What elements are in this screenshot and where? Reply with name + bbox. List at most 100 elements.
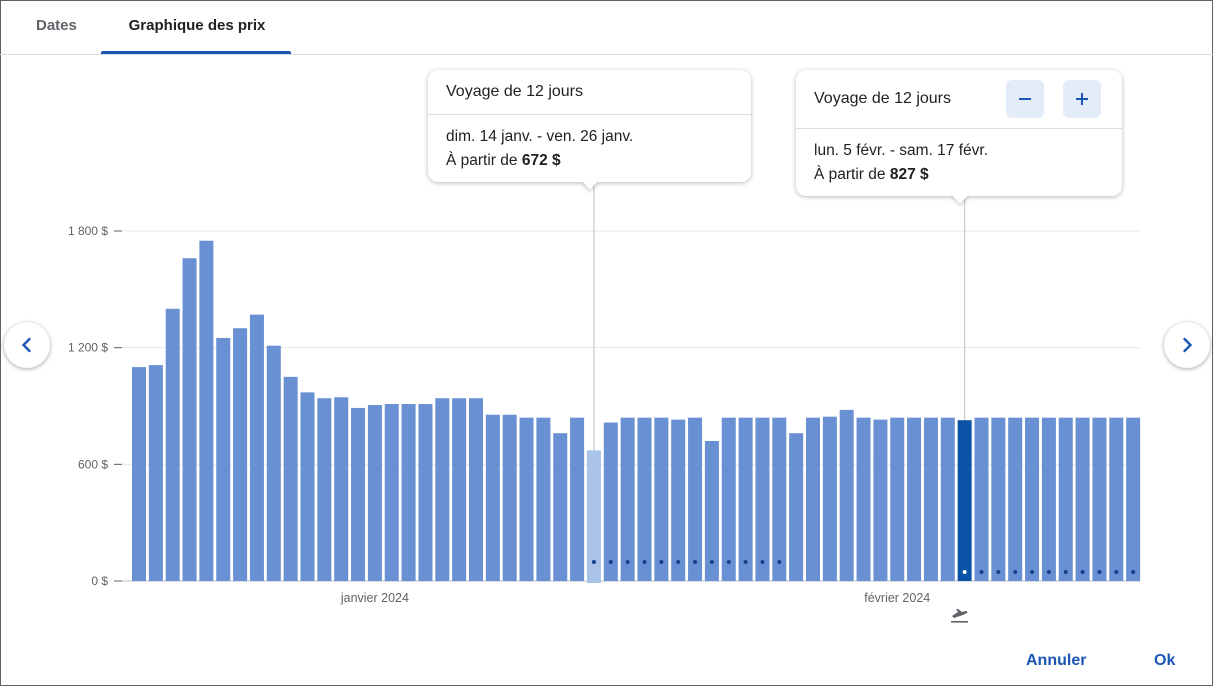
price-bar[interactable] <box>839 409 854 581</box>
price-bar[interactable] <box>165 308 180 581</box>
price-bar[interactable] <box>148 365 163 581</box>
price-bar[interactable] <box>940 417 955 581</box>
price-bar[interactable] <box>1008 417 1023 581</box>
price-bar[interactable] <box>637 417 652 581</box>
price-bar[interactable] <box>502 414 517 581</box>
price-bar[interactable] <box>991 417 1006 581</box>
tooltip-price-line: À partir de 672 $ <box>446 149 733 173</box>
price-bar[interactable] <box>233 328 248 581</box>
return-date-dot <box>1046 570 1051 574</box>
x-month-label: janvier 2024 <box>340 591 409 605</box>
price-bar[interactable] <box>923 417 938 581</box>
y-tick-label: 0 $ <box>91 574 108 588</box>
return-date-dot <box>591 560 596 564</box>
price-bar[interactable] <box>688 417 703 581</box>
price-bar[interactable] <box>1025 417 1040 581</box>
price-bar[interactable] <box>452 398 467 581</box>
price-bar[interactable] <box>317 398 332 581</box>
price-bar[interactable] <box>469 398 483 581</box>
price-bar[interactable] <box>132 367 146 581</box>
price-bar[interactable] <box>401 404 416 581</box>
return-date-dot <box>1131 570 1136 574</box>
return-date-dot <box>608 560 613 564</box>
next-period-button[interactable] <box>1164 322 1210 368</box>
price-bar[interactable] <box>890 417 905 581</box>
tooltip-price-line: À partir de 827 $ <box>814 163 1104 187</box>
previous-period-button[interactable] <box>4 322 50 368</box>
return-date-dot <box>726 560 731 564</box>
price-bar[interactable] <box>216 337 231 581</box>
price-bar[interactable] <box>873 419 888 581</box>
ok-button[interactable]: Ok <box>1154 652 1176 669</box>
price-bar[interactable] <box>1109 417 1124 581</box>
price-bar[interactable] <box>772 417 787 581</box>
price-bar[interactable] <box>266 345 281 581</box>
return-date-dot <box>996 570 1001 574</box>
x-month-label: février 2024 <box>864 591 930 605</box>
return-date-dot <box>676 560 681 564</box>
tooltip-dates: dim. 14 janv. - ven. 26 janv. <box>446 128 634 145</box>
price-bar[interactable] <box>1058 417 1073 581</box>
return-date-dot <box>709 560 714 564</box>
price-bar[interactable] <box>755 417 770 581</box>
price-bar[interactable] <box>367 405 382 581</box>
price-bar-selected[interactable] <box>957 420 972 581</box>
price-bar[interactable] <box>974 417 989 581</box>
return-date-dot <box>642 560 647 564</box>
price-bar[interactable] <box>485 414 500 581</box>
return-date-dot <box>693 560 698 564</box>
price-bar[interactable] <box>822 416 837 581</box>
price-bar[interactable] <box>704 441 719 581</box>
tooltip-price-prefix: À partir de <box>814 166 886 183</box>
tab-dates[interactable]: Dates <box>36 17 77 34</box>
plus-icon <box>1076 93 1088 105</box>
price-bar[interactable] <box>1092 417 1107 581</box>
price-bar[interactable] <box>1075 417 1090 581</box>
price-bar[interactable] <box>283 376 298 581</box>
price-bar[interactable] <box>536 417 551 581</box>
price-bar[interactable] <box>856 417 871 581</box>
price-bar[interactable] <box>1041 417 1056 581</box>
cancel-button[interactable]: Annuler <box>1026 652 1087 669</box>
selected-price-tooltip: Voyage de 12 jours lun. 5 févr. - sam. 1… <box>796 70 1122 204</box>
price-bar[interactable] <box>553 433 568 581</box>
price-bar[interactable] <box>671 419 686 581</box>
price-bar[interactable] <box>334 397 349 581</box>
return-date-dot <box>979 570 984 574</box>
price-bar[interactable] <box>199 240 214 581</box>
tooltip-title: Voyage de 12 jours <box>428 70 751 115</box>
price-bar[interactable] <box>1126 417 1141 581</box>
price-bar[interactable] <box>738 417 753 581</box>
price-bar[interactable] <box>384 404 399 581</box>
price-bar[interactable] <box>907 417 922 581</box>
decrease-trip-length-button[interactable] <box>1006 80 1044 118</box>
return-date-dot <box>1063 570 1068 574</box>
return-date-dot <box>743 560 748 564</box>
price-bar[interactable] <box>351 407 366 581</box>
price-bar[interactable] <box>249 314 264 581</box>
price-bar[interactable] <box>418 404 433 581</box>
hover-price-tooltip: Voyage de 12 jours dim. 14 janv. - ven. … <box>428 70 751 190</box>
price-bar[interactable] <box>806 417 820 581</box>
tab-price-graph[interactable]: Graphique des prix <box>128 17 266 34</box>
chevron-right-icon <box>1183 337 1193 353</box>
price-bar[interactable] <box>182 258 197 581</box>
tooltip-price: 827 $ <box>889 166 929 183</box>
tab-bar: Dates Graphique des prix <box>0 0 1213 55</box>
price-bar[interactable] <box>603 422 618 581</box>
tooltip-price: 672 $ <box>521 152 561 169</box>
price-bar[interactable] <box>519 417 534 581</box>
price-bar[interactable] <box>620 417 635 581</box>
return-flight-icon <box>951 609 968 623</box>
active-tab-indicator <box>101 51 291 54</box>
price-bar[interactable] <box>570 417 585 581</box>
price-bar-hovered[interactable] <box>586 450 601 583</box>
return-date-dot <box>1080 570 1085 574</box>
price-bar[interactable] <box>654 417 669 581</box>
price-bar[interactable] <box>721 417 736 581</box>
price-bar[interactable] <box>435 398 450 581</box>
increase-trip-length-button[interactable] <box>1063 80 1101 118</box>
price-bar[interactable] <box>789 433 804 581</box>
price-bar[interactable] <box>300 392 315 581</box>
